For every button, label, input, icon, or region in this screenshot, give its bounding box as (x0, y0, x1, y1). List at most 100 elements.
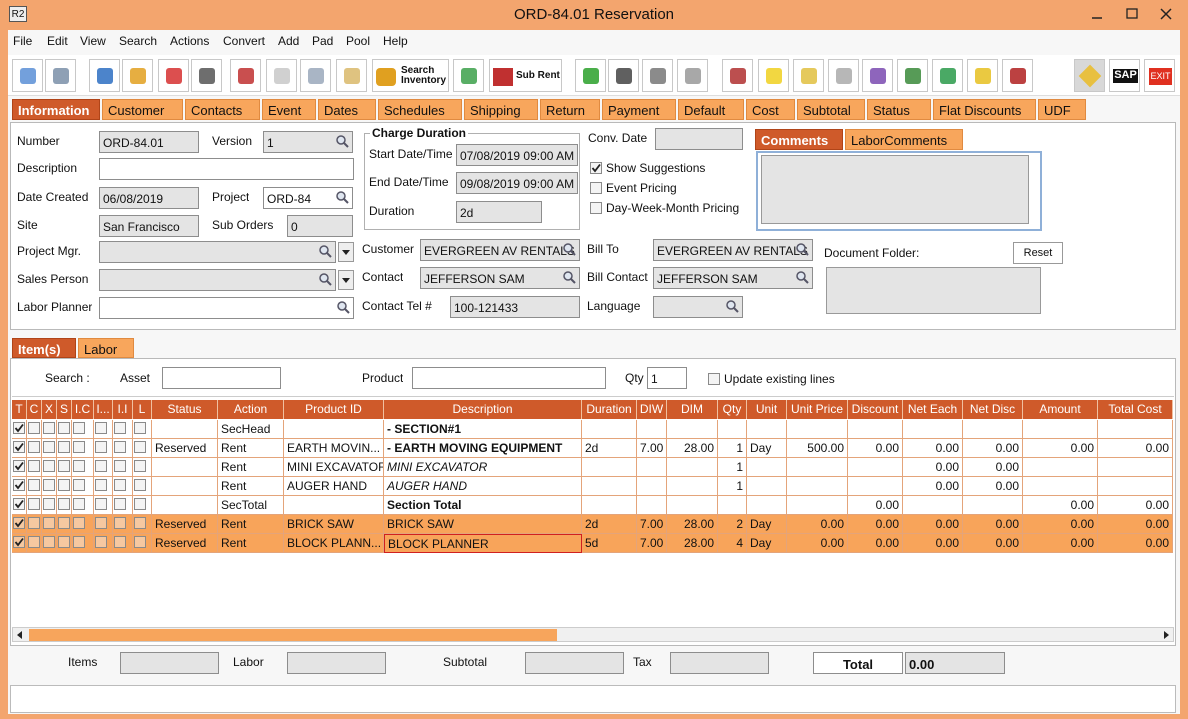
horizontal-scrollbar[interactable] (12, 627, 1174, 642)
table-cell[interactable] (94, 496, 113, 515)
toolbar-button[interactable] (191, 59, 222, 92)
table-cell[interactable] (72, 496, 94, 515)
column-header[interactable]: C (27, 400, 42, 419)
items-tab[interactable]: Labor (78, 338, 134, 358)
column-header[interactable]: Net Disc (963, 400, 1023, 419)
toolbar-button[interactable] (677, 59, 708, 92)
table-cell[interactable]: 2d (582, 515, 637, 534)
row-checkbox[interactable] (114, 498, 126, 510)
row-checkbox[interactable] (13, 479, 25, 491)
table-cell[interactable]: 5d (582, 534, 637, 553)
dropdown-button[interactable] (338, 270, 354, 290)
table-cell[interactable]: BLOCK PLANN... (284, 534, 384, 553)
row-checkbox[interactable] (13, 441, 25, 453)
dropdown-button[interactable] (338, 242, 354, 262)
table-cell[interactable]: Rent (218, 534, 284, 553)
text-field[interactable] (99, 297, 354, 319)
table-cell[interactable]: 0.00 (1098, 439, 1173, 458)
toolbar-button[interactable] (862, 59, 893, 92)
table-cell[interactable]: 0.00 (1098, 515, 1173, 534)
row-checkbox[interactable] (95, 422, 107, 434)
column-header[interactable]: X (42, 400, 57, 419)
table-cell[interactable]: 500.00 (787, 439, 848, 458)
search-icon[interactable] (562, 242, 578, 258)
table-cell[interactable] (113, 458, 133, 477)
table-cell[interactable] (1098, 458, 1173, 477)
table-cell[interactable] (27, 496, 42, 515)
toolbar-button[interactable] (89, 59, 120, 92)
column-header[interactable]: S (57, 400, 72, 419)
toolbar-button[interactable] (793, 59, 824, 92)
table-cell[interactable] (72, 439, 94, 458)
text-field[interactable]: 06/08/2019 (99, 187, 199, 209)
table-cell[interactable]: 4 (718, 534, 747, 553)
table-cell[interactable]: - SECTION#1 (384, 420, 582, 439)
table-cell[interactable] (1098, 477, 1173, 496)
row-checkbox[interactable] (28, 479, 40, 491)
tab[interactable]: Event (262, 99, 316, 120)
table-cell[interactable]: 0.00 (787, 534, 848, 553)
table-cell[interactable] (133, 439, 152, 458)
table-cell[interactable]: 0.00 (1098, 534, 1173, 553)
tab[interactable]: Information (12, 99, 100, 120)
column-header[interactable]: Net Each (903, 400, 963, 419)
search-icon[interactable] (336, 300, 352, 316)
table-cell[interactable] (133, 496, 152, 515)
toolbar-button[interactable] (722, 59, 753, 92)
row-checkbox[interactable] (58, 441, 70, 453)
table-cell[interactable] (1023, 458, 1098, 477)
toolbar-button[interactable] (932, 59, 963, 92)
row-checkbox[interactable] (134, 479, 146, 491)
table-cell[interactable] (57, 515, 72, 534)
row-checkbox[interactable] (58, 422, 70, 434)
table-cell[interactable]: 28.00 (667, 439, 718, 458)
column-header[interactable]: Status (152, 400, 218, 419)
column-header[interactable]: I... (94, 400, 113, 419)
toolbar-button[interactable] (453, 59, 484, 92)
column-header[interactable]: I.C (72, 400, 94, 419)
table-cell[interactable]: Rent (218, 458, 284, 477)
table-cell[interactable] (718, 496, 747, 515)
tab[interactable]: Schedules (378, 99, 462, 120)
column-header[interactable]: Amount (1023, 400, 1098, 419)
table-cell[interactable]: 0.00 (903, 477, 963, 496)
table-cell[interactable] (963, 420, 1023, 439)
row-checkbox[interactable] (114, 422, 126, 434)
table-cell[interactable] (787, 477, 848, 496)
row-checkbox[interactable] (95, 479, 107, 491)
text-field[interactable] (653, 296, 743, 318)
tab[interactable]: Payment (602, 99, 676, 120)
option-checkbox[interactable] (590, 202, 602, 214)
text-field[interactable]: EVERGREEN AV RENTALS (420, 239, 580, 261)
table-cell[interactable] (113, 534, 133, 553)
row-checkbox[interactable] (134, 422, 146, 434)
toolbar-button[interactable] (758, 59, 789, 92)
table-cell[interactable] (12, 477, 27, 496)
row-checkbox[interactable] (28, 498, 40, 510)
table-cell[interactable] (133, 515, 152, 534)
table-cell[interactable] (12, 458, 27, 477)
table-cell[interactable] (133, 420, 152, 439)
table-cell[interactable] (903, 496, 963, 515)
table-cell[interactable] (848, 420, 903, 439)
table-cell[interactable]: 1 (718, 477, 747, 496)
tab[interactable]: UDF (1038, 99, 1086, 120)
toolbar-button[interactable] (266, 59, 297, 92)
table-cell[interactable] (787, 420, 848, 439)
table-cell[interactable] (152, 496, 218, 515)
table-cell[interactable]: 0.00 (1023, 534, 1098, 553)
toolbar-button[interactable] (158, 59, 189, 92)
row-checkbox[interactable] (114, 441, 126, 453)
row-checkbox[interactable] (95, 498, 107, 510)
toolbar-button[interactable] (300, 59, 331, 92)
table-cell[interactable]: 1 (718, 439, 747, 458)
table-cell[interactable] (113, 439, 133, 458)
table-cell[interactable] (72, 458, 94, 477)
table-cell[interactable] (903, 420, 963, 439)
toolbar-button[interactable]: Search Inventory (372, 59, 449, 92)
row-checkbox[interactable] (95, 441, 107, 453)
table-cell[interactable] (582, 496, 637, 515)
row-checkbox[interactable] (43, 498, 55, 510)
row-checkbox[interactable] (43, 422, 55, 434)
table-cell[interactable]: 0.00 (963, 534, 1023, 553)
